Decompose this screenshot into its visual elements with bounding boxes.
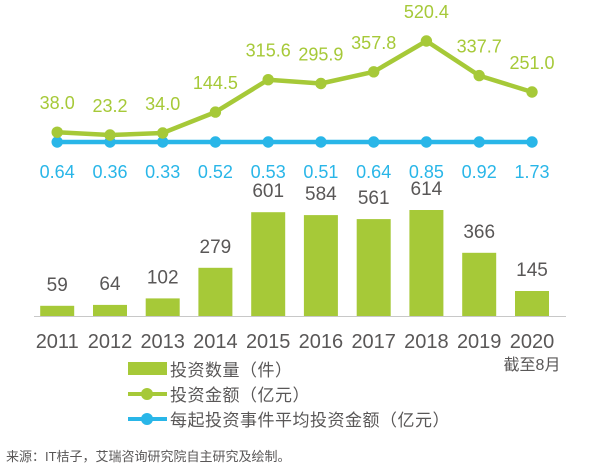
bar-2016 xyxy=(303,215,338,316)
amount-label-2019: 337.7 xyxy=(457,37,502,57)
avg-point-2015 xyxy=(262,136,274,148)
bar-2019 xyxy=(462,252,497,316)
x-label-2017: 2017 xyxy=(351,331,396,353)
bar-2011 xyxy=(40,305,75,316)
x-label-2020: 2020 xyxy=(510,331,555,353)
legend-item-investment-amount: 投资金额（亿元） xyxy=(128,381,450,406)
amount-point-2019 xyxy=(473,69,485,82)
avg-point-2013 xyxy=(157,136,169,148)
bar-label-2020: 145 xyxy=(516,260,548,281)
avg-point-2011 xyxy=(51,136,63,148)
amount-label-2011: 38.0 xyxy=(40,93,75,113)
amount-point-2013 xyxy=(157,127,169,139)
amount-point-2014 xyxy=(209,106,222,118)
avg-label-2015: 0.53 xyxy=(251,162,286,182)
bar-2015 xyxy=(251,212,286,316)
avg-label-2013: 0.33 xyxy=(145,162,180,182)
bar-series-swatch xyxy=(128,362,167,375)
avg-label-2012: 0.36 xyxy=(92,162,127,182)
bar-2017 xyxy=(356,219,391,316)
amount-label-2017: 357.8 xyxy=(351,33,396,53)
bar-label-2018: 614 xyxy=(411,179,443,200)
avg-label-2019: 0.92 xyxy=(462,162,497,182)
x-label-2011: 2011 xyxy=(36,331,79,353)
amount-point-2011 xyxy=(51,126,63,138)
amount-label-2018: 520.4 xyxy=(404,2,449,22)
amount-point-2018 xyxy=(420,35,433,47)
legend-item-average-amount: 每起投资事件平均投资金额（亿元） xyxy=(128,406,450,431)
x-label-2019: 2019 xyxy=(457,331,502,353)
amount-point-2012 xyxy=(104,129,116,141)
avg-point-2019 xyxy=(473,136,485,148)
bar-2012 xyxy=(93,304,127,316)
amount-label-2016: 295.9 xyxy=(298,45,343,65)
legend-item-investment-count: 投资数量（件） xyxy=(128,356,450,381)
x-label-2014: 2014 xyxy=(193,331,238,353)
avg-label-2011: 0.64 xyxy=(40,162,75,182)
avg-label-2014: 0.52 xyxy=(198,162,233,182)
bar-2020 xyxy=(515,291,549,316)
bar-label-2016: 584 xyxy=(305,184,337,205)
avg-point-2020 xyxy=(526,136,538,148)
bar-2013 xyxy=(145,298,180,316)
avg-label-2020: 1.73 xyxy=(514,162,549,182)
avg-point-2017 xyxy=(368,136,380,148)
bar-2014 xyxy=(198,267,233,316)
avg-point-2016 xyxy=(315,136,327,148)
combo-chart: 59 64 102 279 601 584 561 614 366 145 0.64 0.36 0.33… xyxy=(34,2,566,374)
bar-label-2011: 59 xyxy=(47,275,68,296)
amount-line xyxy=(57,38,533,138)
legend-label-average-amount: 每起投资事件平均投资金额（亿元） xyxy=(170,411,450,430)
amount-point-2017 xyxy=(368,66,380,78)
legend-label-investment-count: 投资数量（件） xyxy=(170,361,293,380)
bar-label-2012: 64 xyxy=(99,274,121,295)
source-note: 来源：IT桔子，艾瑞咨询研究院自主研究及绘制。 xyxy=(6,449,291,464)
bar-2018 xyxy=(409,210,444,316)
amount-point-2016 xyxy=(315,77,327,90)
legend-label-investment-amount: 投资金额（亿元） xyxy=(170,386,310,405)
amount-point-2020 xyxy=(526,86,538,98)
avg-point-2018 xyxy=(420,136,433,148)
amount-label-2014: 144.5 xyxy=(193,73,238,93)
bar-label-2017: 561 xyxy=(358,188,390,209)
cyan-line-series-swatch xyxy=(128,412,167,425)
avg-label-2018: 0.85 xyxy=(409,162,444,182)
x-label-2013: 2013 xyxy=(140,331,185,353)
bar-label-2013: 102 xyxy=(147,267,179,288)
legend: 投资数量（件） 投资金额（亿元） 每起投资事件平均投资金额（亿元） xyxy=(128,356,450,431)
avg-label-2017: 0.64 xyxy=(356,162,391,182)
amount-label-2020: 251.0 xyxy=(509,53,554,73)
x-label-2012: 2012 xyxy=(88,331,133,353)
avg-point-2014 xyxy=(209,136,222,148)
amount-label-2015: 315.6 xyxy=(246,41,291,61)
amount-point-2015 xyxy=(262,74,274,86)
bar-label-2015: 601 xyxy=(252,181,284,202)
avg-label-2016: 0.51 xyxy=(303,162,338,182)
x-axis-note: 截至8月 xyxy=(504,356,561,374)
green-line-series-swatch xyxy=(128,387,167,400)
x-label-2018: 2018 xyxy=(404,331,449,353)
amount-label-2013: 34.0 xyxy=(145,94,180,114)
x-label-2016: 2016 xyxy=(299,331,344,353)
bar-label-2019: 366 xyxy=(463,222,495,243)
x-label-2015: 2015 xyxy=(246,331,291,353)
bar-label-2014: 279 xyxy=(200,237,232,258)
amount-label-2012: 23.2 xyxy=(92,96,127,116)
